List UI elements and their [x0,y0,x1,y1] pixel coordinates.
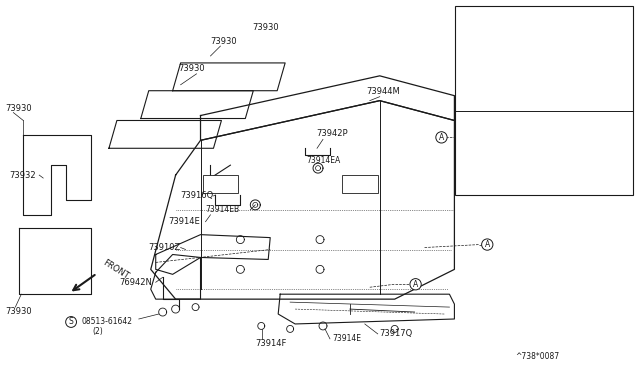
Text: A: A [463,116,468,122]
Text: [0492-0995]: [0492-0995] [476,15,523,24]
Text: FRONT: FRONT [101,258,130,281]
Text: A: A [463,16,468,22]
Text: 73914E: 73914E [332,334,361,343]
Text: 73917Q: 73917Q [380,329,413,339]
Text: [0995-     ]: [0995- ] [476,114,515,123]
Text: 73910F: 73910F [561,62,589,71]
Text: 73930: 73930 [252,23,279,32]
Text: 08513-61642: 08513-61642 [505,78,556,87]
Text: S: S [68,317,74,327]
Text: 73930: 73930 [179,64,205,73]
Text: 73914EA: 73914EA [306,156,340,165]
Text: 73914EB: 73914EB [205,205,239,214]
Text: 73940F: 73940F [463,93,492,102]
Text: 76942N: 76942N [119,278,152,287]
Bar [202,175,238,193]
Text: 73944M: 73944M [367,87,401,96]
Text: 73940M: 73940M [561,48,592,58]
Text: 08513-61642: 08513-61642 [81,317,132,327]
Text: 73930: 73930 [211,36,237,46]
Text: 73910F: 73910F [571,155,600,164]
Text: 73910Z: 73910Z [148,243,181,252]
Text: 73930: 73930 [5,307,32,315]
Text: (2): (2) [513,87,524,96]
Bar [342,175,378,193]
Text: S: S [494,80,499,86]
Text: (2): (2) [92,327,103,336]
Bar [456,6,632,195]
Text: A: A [439,133,444,142]
Text: 73942P: 73942P [316,129,348,138]
Text: 73916Q: 73916Q [180,192,214,201]
Text: 73914E: 73914E [169,217,200,226]
Text: 96750: 96750 [483,166,508,174]
Text: A: A [413,280,418,289]
Text: ^738*0087: ^738*0087 [515,352,559,361]
Text: A: A [484,240,490,249]
Text: 73914F: 73914F [255,339,287,348]
Text: 73930: 73930 [5,104,32,113]
Text: 96750A: 96750A [476,156,505,165]
Text: 73932: 73932 [10,171,36,180]
